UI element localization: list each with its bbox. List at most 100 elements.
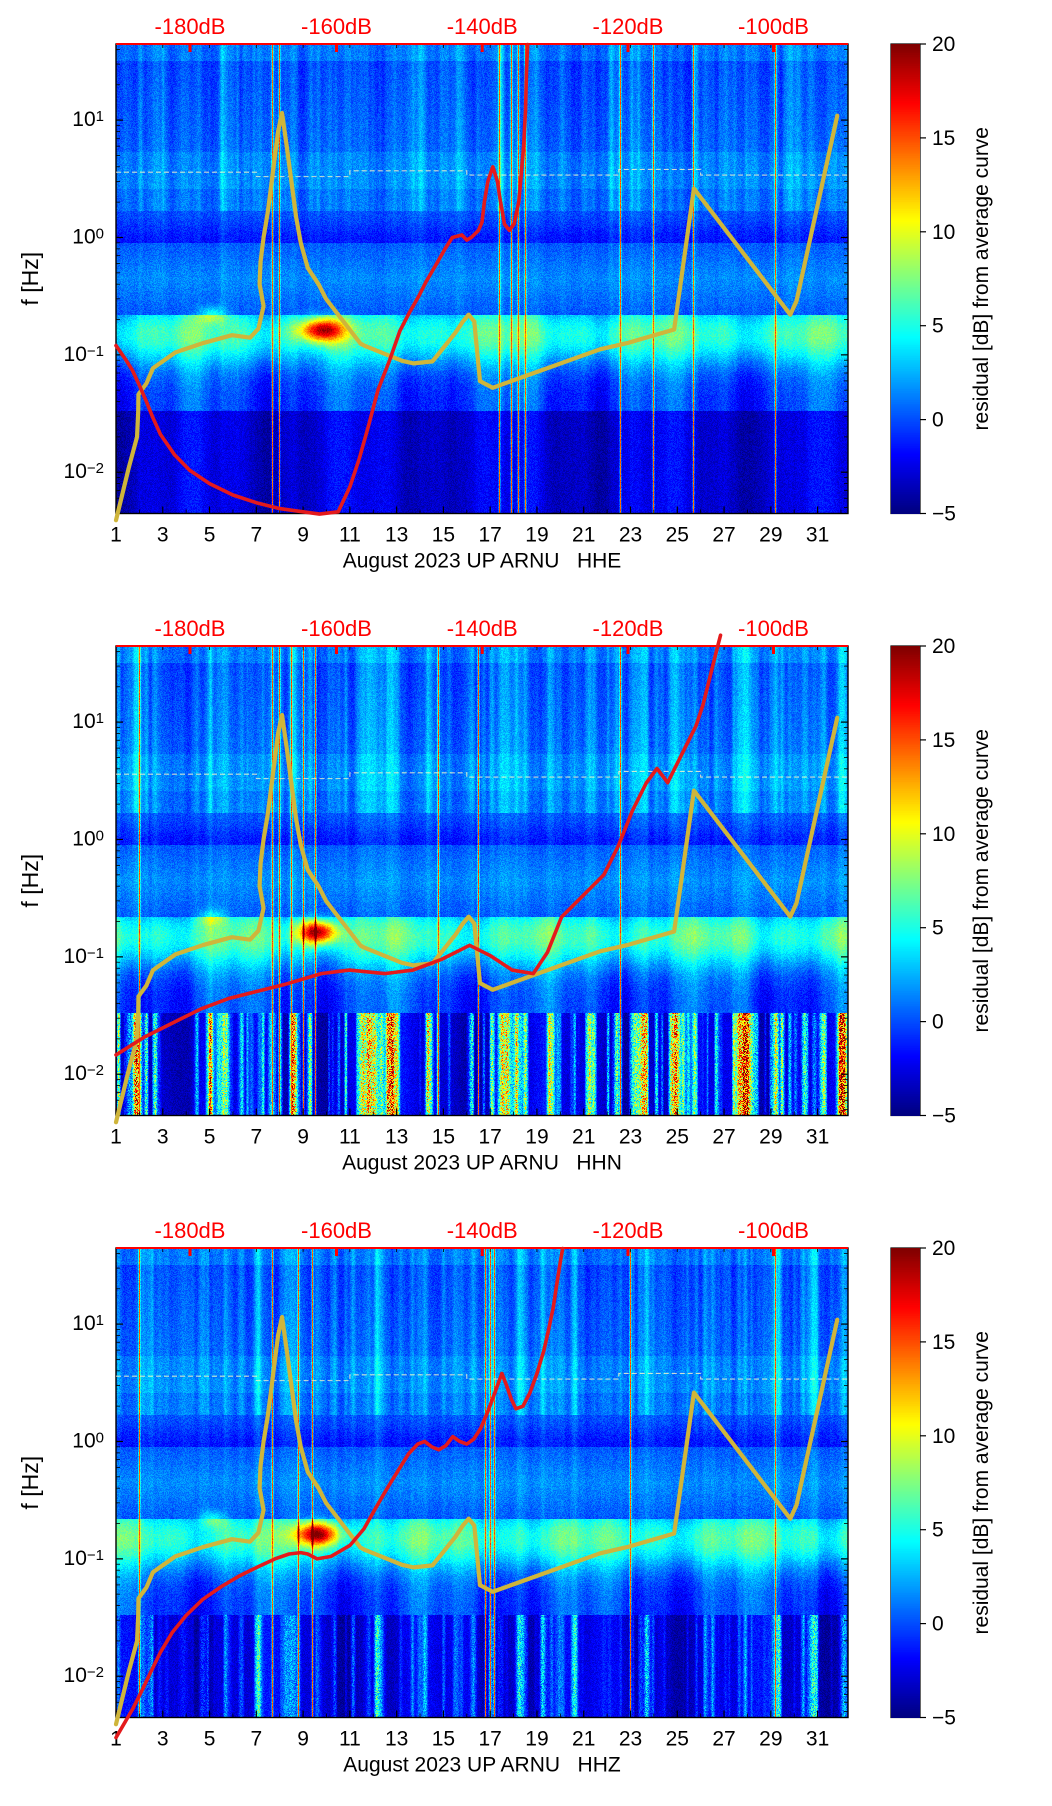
svg-text:10: 10 bbox=[932, 1425, 955, 1448]
svg-text:f [Hz]: f [Hz] bbox=[17, 1456, 43, 1510]
svg-text:31: 31 bbox=[806, 1728, 829, 1751]
svg-text:0: 0 bbox=[932, 1613, 944, 1636]
svg-text:10−1: 10−1 bbox=[64, 343, 104, 366]
svg-text:29: 29 bbox=[759, 1728, 782, 1751]
svg-text:10: 10 bbox=[932, 823, 955, 846]
svg-text:20: 20 bbox=[932, 635, 955, 658]
svg-text:20: 20 bbox=[932, 1237, 955, 1260]
svg-text:23: 23 bbox=[619, 1728, 642, 1751]
svg-text:-160dB: -160dB bbox=[301, 14, 372, 39]
svg-text:7: 7 bbox=[250, 524, 262, 547]
svg-text:11: 11 bbox=[339, 1728, 361, 1751]
svg-text:29: 29 bbox=[759, 1126, 782, 1149]
svg-text:0: 0 bbox=[932, 409, 944, 432]
svg-text:13: 13 bbox=[385, 524, 408, 547]
svg-text:101: 101 bbox=[72, 710, 104, 733]
svg-text:August 2023 UP ARNU HHN: August 2023 UP ARNU HHN bbox=[342, 1152, 622, 1175]
svg-text:residual [dB] from average cur: residual [dB] from average curve bbox=[970, 729, 993, 1032]
svg-text:-140dB: -140dB bbox=[447, 1218, 518, 1243]
svg-text:10−2: 10−2 bbox=[64, 460, 104, 483]
svg-text:25: 25 bbox=[666, 1126, 689, 1149]
svg-text:-180dB: -180dB bbox=[155, 1218, 226, 1243]
svg-text:-100dB: -100dB bbox=[738, 616, 809, 641]
svg-text:1: 1 bbox=[110, 1126, 122, 1149]
svg-text:3: 3 bbox=[157, 1728, 169, 1751]
svg-text:residual [dB] from average cur: residual [dB] from average curve bbox=[970, 127, 993, 430]
svg-text:-120dB: -120dB bbox=[593, 14, 664, 39]
svg-text:10−2: 10−2 bbox=[64, 1062, 104, 1085]
svg-text:21: 21 bbox=[572, 1728, 595, 1751]
svg-text:5: 5 bbox=[932, 315, 944, 338]
svg-text:-160dB: -160dB bbox=[301, 616, 372, 641]
svg-text:residual [dB] from average cur: residual [dB] from average curve bbox=[970, 1331, 993, 1634]
svg-text:100: 100 bbox=[72, 1429, 104, 1452]
svg-text:10−1: 10−1 bbox=[64, 945, 104, 968]
svg-text:29: 29 bbox=[759, 524, 782, 547]
svg-text:19: 19 bbox=[525, 524, 548, 547]
svg-text:21: 21 bbox=[572, 524, 595, 547]
svg-text:−5: −5 bbox=[932, 503, 956, 526]
svg-text:31: 31 bbox=[806, 1126, 829, 1149]
svg-text:5: 5 bbox=[204, 1126, 216, 1149]
svg-text:15: 15 bbox=[432, 1728, 455, 1751]
svg-text:21: 21 bbox=[572, 1126, 595, 1149]
svg-text:9: 9 bbox=[297, 524, 309, 547]
svg-text:15: 15 bbox=[432, 524, 455, 547]
svg-text:19: 19 bbox=[525, 1728, 548, 1751]
svg-text:27: 27 bbox=[712, 524, 735, 547]
svg-text:August 2023 UP ARNU HHE: August 2023 UP ARNU HHE bbox=[343, 550, 622, 573]
svg-text:5: 5 bbox=[204, 524, 216, 547]
svg-text:−5: −5 bbox=[932, 1707, 956, 1730]
svg-text:23: 23 bbox=[619, 524, 642, 547]
svg-text:10−1: 10−1 bbox=[64, 1547, 104, 1570]
svg-text:25: 25 bbox=[666, 1728, 689, 1751]
svg-text:10: 10 bbox=[932, 221, 955, 244]
svg-text:15: 15 bbox=[432, 1126, 455, 1149]
svg-text:−5: −5 bbox=[932, 1105, 956, 1128]
svg-text:11: 11 bbox=[339, 524, 361, 547]
svg-text:-160dB: -160dB bbox=[301, 1218, 372, 1243]
svg-text:-180dB: -180dB bbox=[155, 616, 226, 641]
svg-text:17: 17 bbox=[479, 524, 502, 547]
svg-text:-140dB: -140dB bbox=[447, 14, 518, 39]
svg-text:-120dB: -120dB bbox=[593, 616, 664, 641]
svg-text:17: 17 bbox=[479, 1126, 502, 1149]
svg-text:5: 5 bbox=[204, 1728, 216, 1751]
svg-text:101: 101 bbox=[72, 108, 104, 131]
svg-text:13: 13 bbox=[385, 1126, 408, 1149]
svg-text:3: 3 bbox=[157, 524, 169, 547]
svg-text:9: 9 bbox=[297, 1728, 309, 1751]
svg-text:15: 15 bbox=[932, 729, 955, 752]
svg-text:20: 20 bbox=[932, 33, 955, 56]
svg-text:15: 15 bbox=[932, 127, 955, 150]
svg-text:-100dB: -100dB bbox=[738, 14, 809, 39]
svg-text:August 2023 UP ARNU HHZ: August 2023 UP ARNU HHZ bbox=[343, 1754, 621, 1777]
svg-text:100: 100 bbox=[72, 827, 104, 850]
svg-text:23: 23 bbox=[619, 1126, 642, 1149]
svg-text:9: 9 bbox=[297, 1126, 309, 1149]
svg-text:7: 7 bbox=[250, 1126, 262, 1149]
svg-text:-140dB: -140dB bbox=[447, 616, 518, 641]
svg-text:0: 0 bbox=[932, 1011, 944, 1034]
svg-text:27: 27 bbox=[712, 1728, 735, 1751]
svg-text:27: 27 bbox=[712, 1126, 735, 1149]
svg-text:-100dB: -100dB bbox=[738, 1218, 809, 1243]
svg-text:13: 13 bbox=[385, 1728, 408, 1751]
svg-text:11: 11 bbox=[339, 1126, 361, 1149]
svg-text:101: 101 bbox=[72, 1312, 104, 1335]
svg-text:7: 7 bbox=[250, 1728, 262, 1751]
svg-text:f [Hz]: f [Hz] bbox=[17, 854, 43, 908]
svg-text:-120dB: -120dB bbox=[593, 1218, 664, 1243]
svg-text:15: 15 bbox=[932, 1331, 955, 1354]
svg-text:17: 17 bbox=[479, 1728, 502, 1751]
svg-text:1: 1 bbox=[110, 524, 122, 547]
svg-text:31: 31 bbox=[806, 524, 829, 547]
svg-text:5: 5 bbox=[932, 1519, 944, 1542]
svg-text:3: 3 bbox=[157, 1126, 169, 1149]
svg-text:19: 19 bbox=[525, 1126, 548, 1149]
svg-text:10−2: 10−2 bbox=[64, 1664, 104, 1687]
svg-text:-180dB: -180dB bbox=[155, 14, 226, 39]
svg-text:f [Hz]: f [Hz] bbox=[17, 252, 43, 306]
svg-text:100: 100 bbox=[72, 225, 104, 248]
svg-text:5: 5 bbox=[932, 917, 944, 940]
